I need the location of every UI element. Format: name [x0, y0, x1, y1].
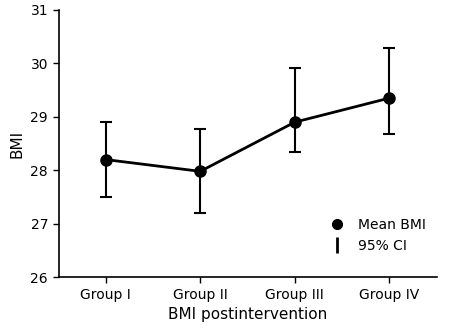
Legend: Mean BMI, 95% CI: Mean BMI, 95% CI — [319, 214, 430, 257]
Y-axis label: BMI: BMI — [10, 129, 25, 158]
X-axis label: BMI postintervention: BMI postintervention — [168, 307, 327, 322]
